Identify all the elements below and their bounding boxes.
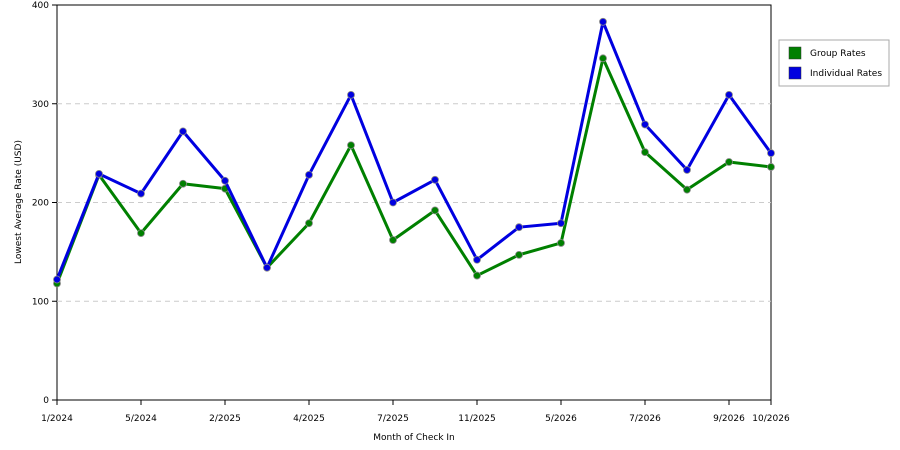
x-tick-label: 1/2024	[41, 414, 73, 424]
y-tick-label: 0	[43, 396, 49, 406]
data-point	[515, 223, 523, 232]
x-tick-label: 10/2026	[752, 414, 790, 424]
data-point	[473, 271, 481, 280]
data-point	[473, 255, 481, 264]
y-tick-label: 400	[32, 1, 49, 11]
data-point	[431, 175, 439, 184]
data-point	[725, 90, 733, 99]
data-point	[683, 166, 691, 174]
data-point	[557, 219, 565, 228]
legend-label: Group Rates	[810, 49, 866, 59]
data-point	[599, 17, 607, 26]
data-point	[347, 90, 355, 99]
y-tick-label: 100	[32, 297, 49, 307]
x-tick-label: 2/2025	[209, 414, 241, 424]
data-point	[305, 170, 313, 179]
data-point	[431, 206, 439, 215]
data-point	[683, 185, 691, 194]
data-point	[389, 236, 397, 244]
data-point	[599, 54, 607, 63]
series-line	[55, 20, 773, 281]
x-tick-label: 5/2026	[545, 414, 577, 424]
data-point	[137, 229, 145, 238]
y-tick-label: 300	[32, 100, 49, 110]
x-axis-label: Month of Check In	[373, 433, 455, 443]
data-point	[767, 149, 775, 158]
data-point	[53, 275, 61, 284]
data-point	[179, 127, 187, 136]
x-tick-label: 11/2025	[458, 414, 495, 424]
legend-swatch	[788, 66, 802, 80]
data-point	[95, 169, 103, 178]
x-tick-label: 5/2024	[125, 414, 157, 424]
x-tick-label: 7/2026	[629, 414, 661, 424]
data-point	[221, 176, 229, 185]
y-axis-label: Lowest Average Rate (USD)	[14, 140, 24, 264]
data-point	[305, 219, 313, 228]
data-point	[179, 179, 187, 188]
data-point	[137, 189, 145, 198]
data-point	[347, 141, 355, 150]
y-tick-label: 200	[32, 199, 49, 209]
data-point	[641, 148, 649, 157]
series-line	[55, 56, 772, 285]
legend-label: Individual Rates	[810, 69, 882, 79]
data-point	[389, 198, 397, 207]
data-point	[263, 263, 271, 272]
x-tick-label: 7/2025	[377, 414, 409, 424]
data-point	[767, 163, 775, 171]
legend-swatch	[788, 46, 802, 60]
x-tick-label: 9/2026	[713, 414, 745, 424]
data-point	[515, 250, 523, 259]
data-point	[725, 158, 733, 166]
data-point	[557, 239, 565, 247]
data-point	[641, 120, 649, 129]
x-tick-label: 4/2025	[293, 414, 325, 424]
